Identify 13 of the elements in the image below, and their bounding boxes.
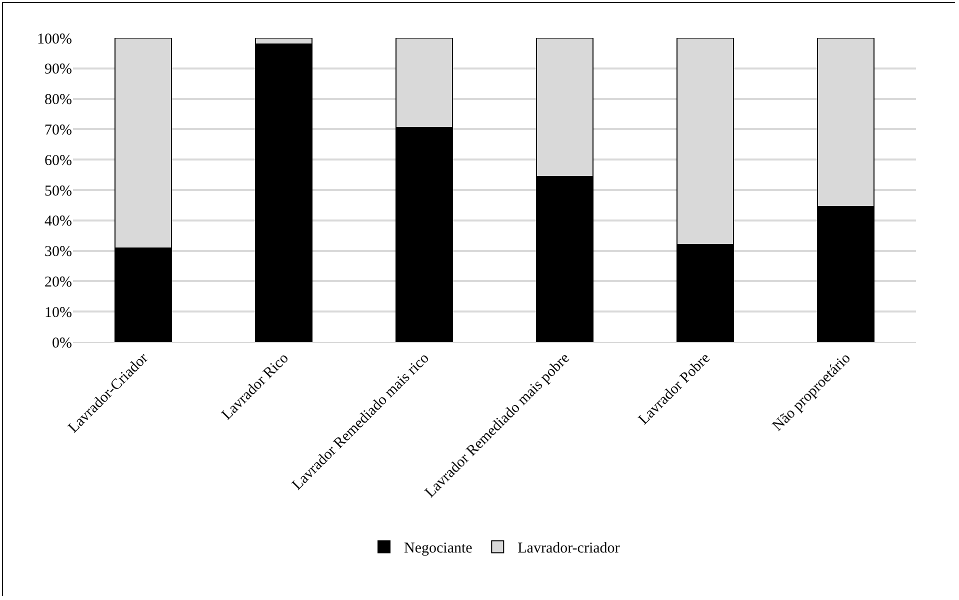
- y-tick-label: 0%: [52, 335, 72, 352]
- legend-label: Negociante: [404, 540, 473, 557]
- y-tick-label: 70%: [44, 122, 72, 138]
- y-tick-label: 10%: [44, 304, 72, 321]
- y-tick-label: 30%: [44, 244, 72, 260]
- y-tick-label: 80%: [44, 92, 72, 108]
- y-tick-label: 20%: [44, 274, 72, 290]
- legend-label: Lavrador-criador: [518, 540, 620, 557]
- y-tick-label: 50%: [44, 183, 72, 200]
- y-tick-label: 40%: [44, 214, 72, 230]
- y-tick-label: 100%: [37, 31, 72, 48]
- y-tick-label: 60%: [44, 152, 72, 169]
- y-tick-label: 90%: [44, 62, 72, 78]
